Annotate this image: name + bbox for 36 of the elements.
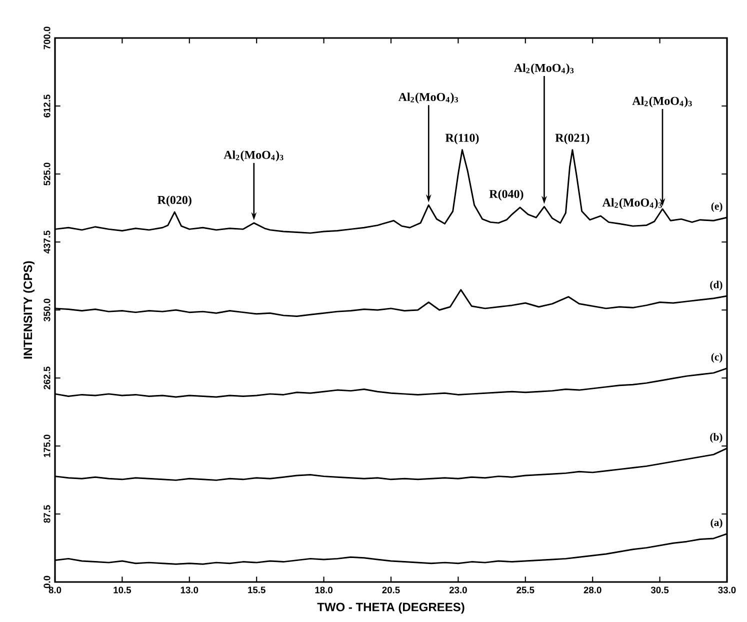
y-tick-label: 525.0 [44, 162, 50, 186]
y-tick-label: 262.5 [44, 366, 50, 390]
y-tick-label: 87.5 [44, 505, 50, 523]
x-tick-label: 10.5 [114, 586, 132, 594]
series-label: (b) [710, 433, 722, 443]
x-axis-title: TWO - THETA (DEGREES) [317, 602, 464, 614]
x-tick-label: 20.5 [382, 586, 400, 594]
x-tick-label: 13.0 [180, 586, 198, 594]
x-tick-label: 18.0 [315, 586, 332, 594]
annotation: Al$_{2}$(MoO$_{4}$)$_{3}$ [514, 63, 574, 74]
y-tick-label: 0.0 [44, 576, 50, 588]
y-tick-label: 612.5 [44, 94, 50, 118]
annotation: R(040) [489, 190, 524, 200]
y-tick-label: 175.0 [44, 434, 50, 458]
y-tick-label: 700.0 [44, 26, 50, 50]
y-axis-title: INTENSITY (CPS) [23, 261, 35, 359]
x-tick-label: 8.0 [48, 586, 62, 594]
y-tick-label: 350.0 [44, 298, 50, 322]
annotation: Al$_{2}$(MoO$_{4}$)$_{3}$ [632, 96, 692, 108]
series-label: (d) [710, 280, 722, 290]
series-label: (e) [711, 202, 722, 212]
annotation: R(110) [445, 133, 479, 144]
x-tick-label: 15.5 [248, 586, 266, 594]
annotation: R(021) [555, 133, 590, 144]
x-tick-label: 28.0 [584, 586, 602, 594]
x-tick-label: 30.5 [650, 586, 669, 594]
x-tick-label: 25.5 [516, 586, 534, 594]
x-tick-label: 23.0 [449, 586, 467, 594]
legend-label: (a) [710, 518, 722, 528]
y-tick-label: 437.5 [44, 230, 50, 254]
annotation: Al$_{2}$(MoO$_{4}$)$_{3}$ [224, 150, 284, 162]
x-tick-label: 33.0 [718, 586, 736, 594]
series-label: (c) [711, 353, 722, 363]
annotation: Al$_{2}$(MoO$_{4}$)$_{3}$ [602, 198, 662, 210]
annotation: Al$_{2}$(MoO$_{4}$)$_{3}$ [398, 92, 458, 104]
annotation: R(020) [157, 196, 192, 206]
